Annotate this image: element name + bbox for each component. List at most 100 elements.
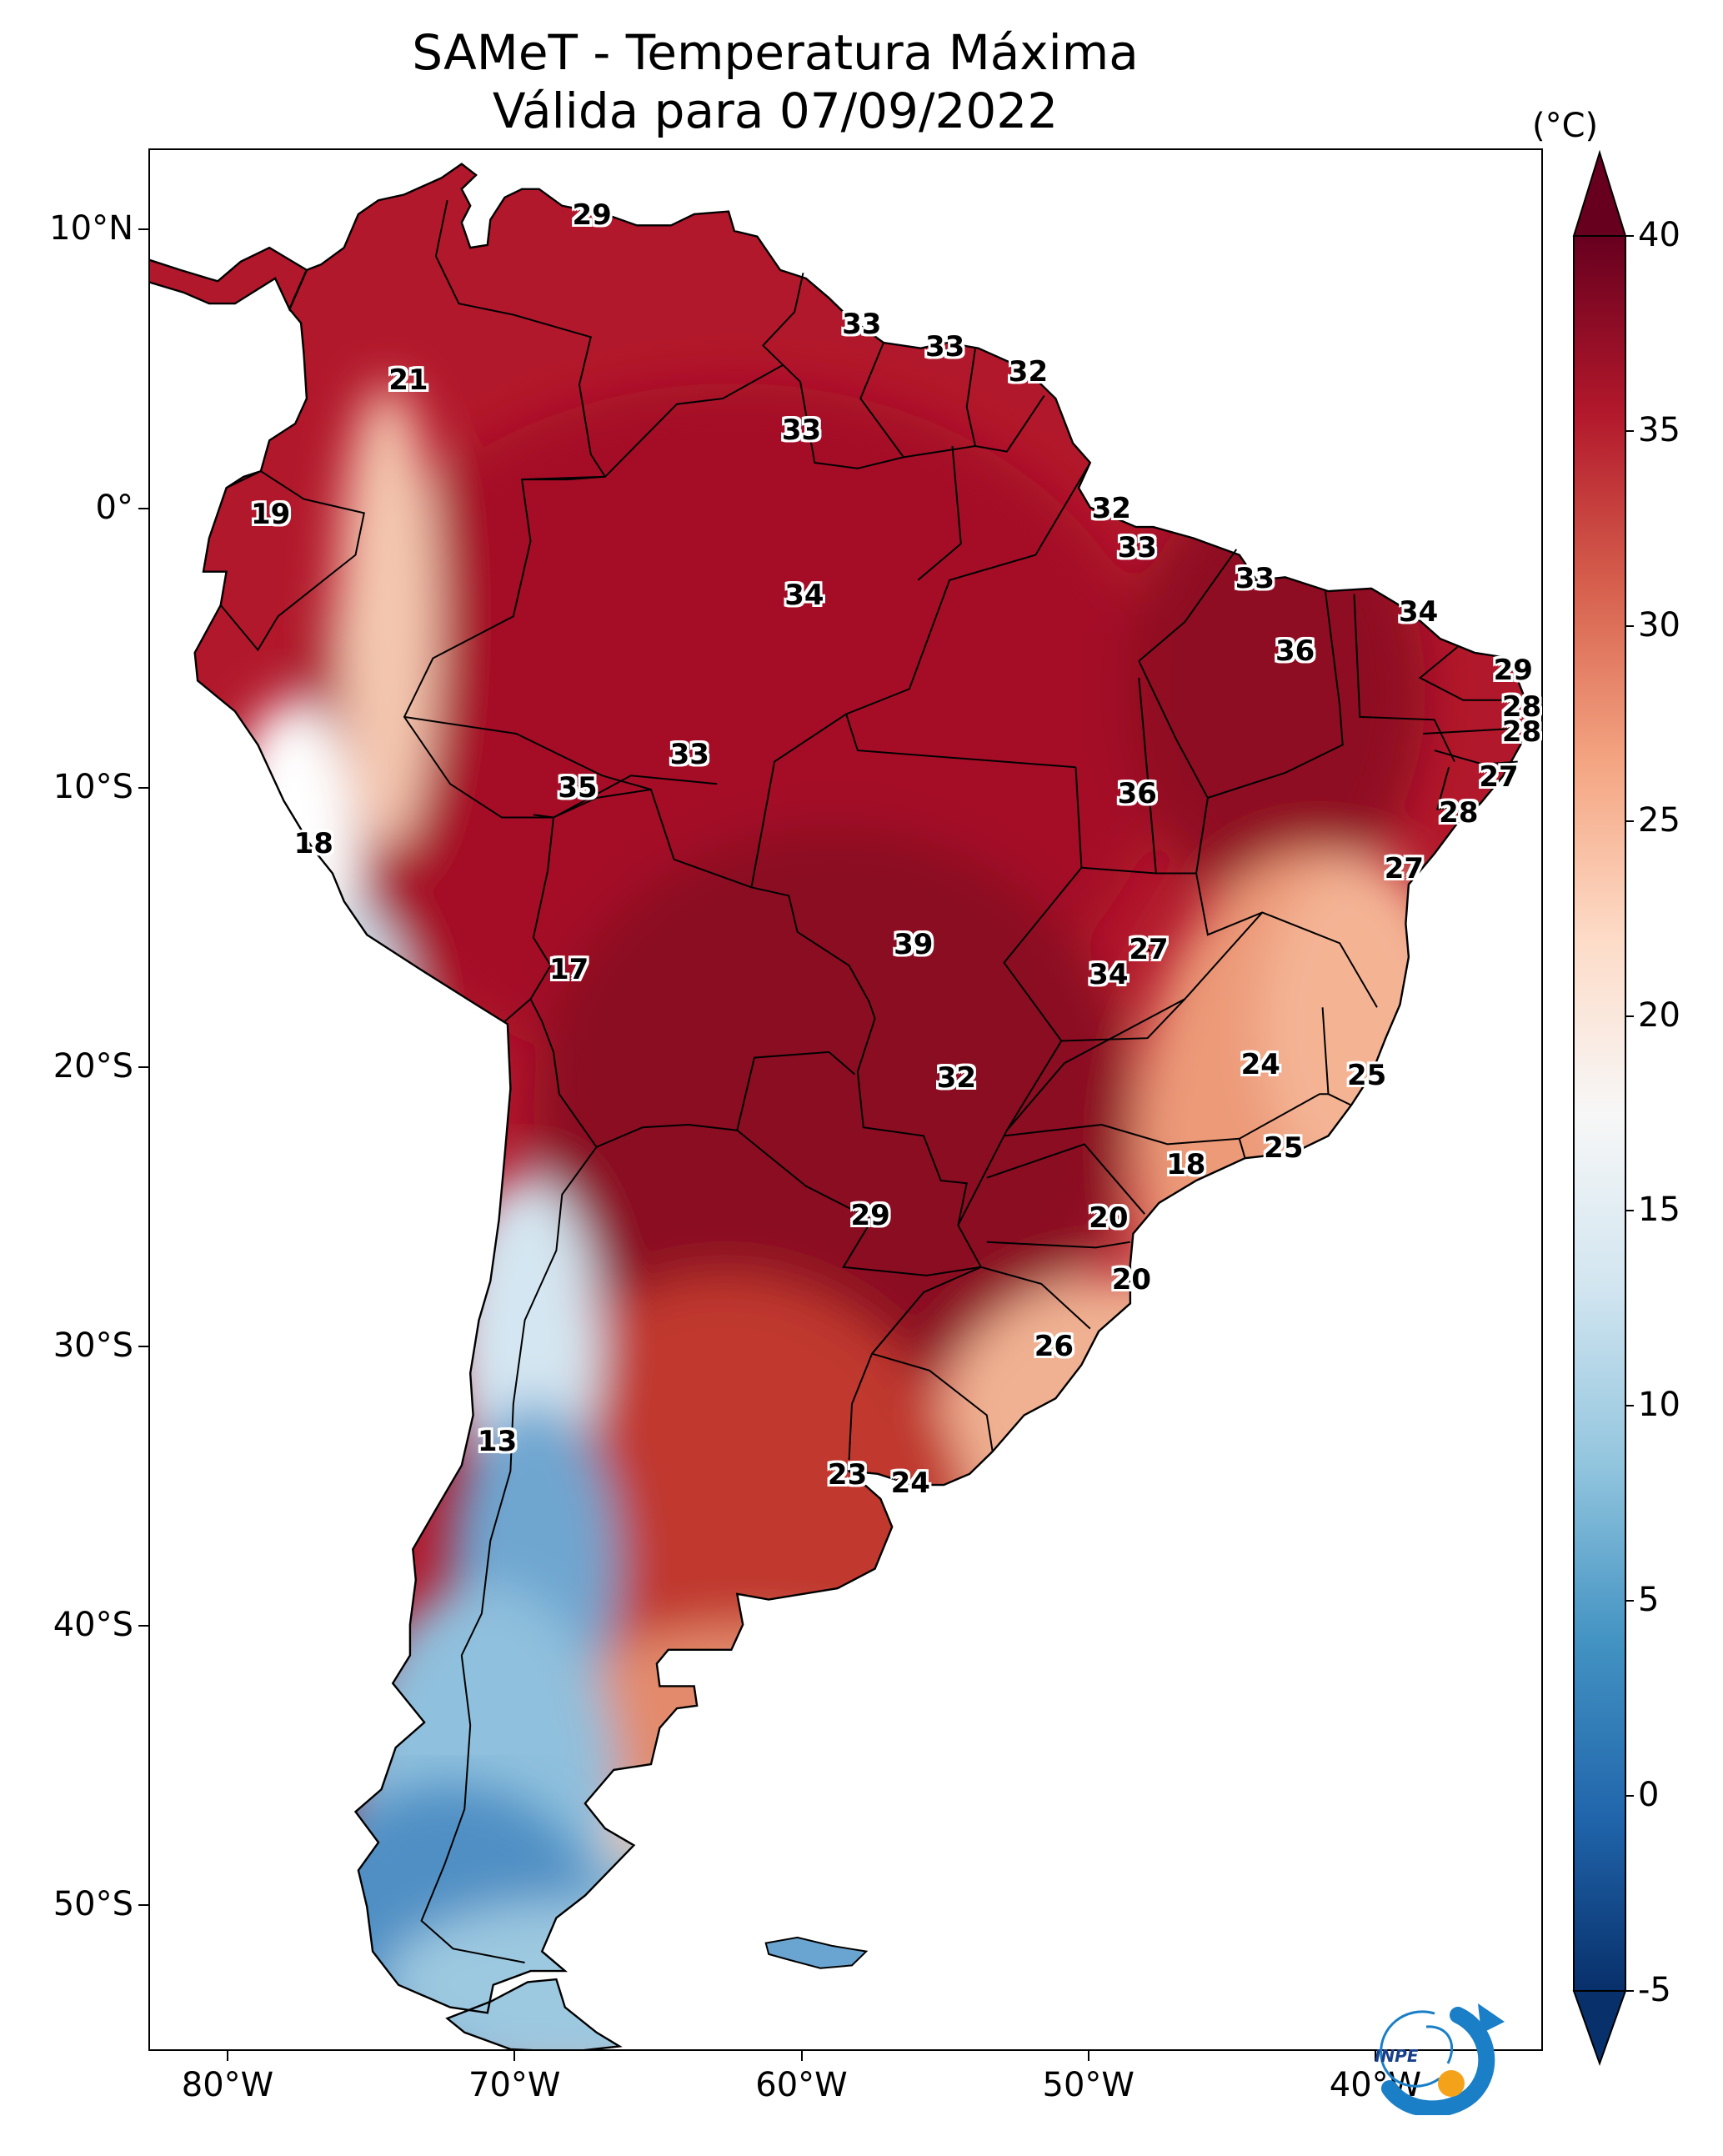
temperature-value-label: 39	[894, 927, 934, 961]
colorbar-tick-label: 25	[1638, 800, 1680, 840]
temperature-value-label: 19	[250, 497, 291, 531]
temperature-value-label: 24	[890, 1467, 930, 1501]
temperature-value-label: 33	[1235, 561, 1275, 595]
border-line-6	[420, 1146, 598, 1963]
temperature-value-label: 23	[827, 1458, 868, 1492]
colorbar-tick-label: 15	[1638, 1191, 1680, 1230]
border-line-3	[736, 1018, 983, 1276]
colorbar-tick-label: 40	[1638, 216, 1680, 254]
lat-tick-mark	[138, 1625, 148, 1627]
lon-tick-label: 60°W	[755, 2066, 848, 2104]
colorbar-tick-mark	[1625, 235, 1634, 237]
temperature-value-label: 13	[477, 1424, 518, 1458]
colorbar-tick-label: 35	[1638, 410, 1680, 449]
border-line-10	[522, 364, 1045, 481]
lat-tick-label: 10°S	[53, 768, 133, 806]
colorbar-tick-label: 0	[1638, 1776, 1660, 1815]
border-line-30	[1061, 998, 1186, 1042]
border-line-13	[965, 348, 976, 447]
lat-tick-label: 40°S	[53, 1606, 133, 1644]
temperature-value-label: 33	[669, 737, 709, 771]
border-line-22	[1207, 590, 1344, 799]
temperature-value-label: 34	[1089, 958, 1129, 992]
border-line-12	[859, 342, 904, 458]
border-line-27	[1434, 750, 1518, 765]
temperature-value-label: 36	[1275, 634, 1315, 668]
border-line-17	[845, 462, 1091, 715]
temperature-value-label: 33	[781, 414, 822, 448]
lat-tick-mark	[138, 228, 148, 230]
border-line-9	[219, 469, 365, 652]
colorbar-tick-mark	[1625, 1990, 1634, 1992]
border-line-4	[529, 817, 738, 1149]
temperature-value-label: 34	[784, 578, 824, 612]
border-line-20	[1081, 866, 1156, 875]
temperature-value-label: 34	[1398, 594, 1439, 629]
lat-tick-label: 50°S	[53, 1885, 133, 1923]
lon-tick-mark	[227, 2051, 228, 2061]
border-line-5	[503, 998, 532, 1022]
colorbar	[1572, 149, 1627, 2066]
colorbar-tick-label: 30	[1638, 605, 1680, 644]
lon-tick-label: 70°W	[468, 2066, 561, 2104]
inpe-logo: INPE	[1375, 2003, 1505, 2115]
lon-tick-mark	[1375, 2051, 1376, 2061]
map-panel	[148, 148, 1543, 2051]
temperature-value-label: 24	[1240, 1047, 1280, 1081]
colorbar-tick-label: -5	[1638, 1971, 1671, 2009]
colorbar-tick-mark	[1625, 1210, 1634, 1212]
colorbar-tick-label: 20	[1638, 995, 1680, 1035]
temperature-value-label: 21	[388, 363, 428, 397]
temperature-value-label: 32	[936, 1061, 977, 1096]
temperature-value-label: 33	[1117, 530, 1157, 564]
coastline-tierra-del-fuego	[445, 1978, 623, 2049]
colorbar-tick-mark	[1625, 820, 1634, 822]
temperature-value-label: 27	[1384, 852, 1425, 886]
temperature-value-label: 36	[1117, 776, 1157, 810]
border-line-34	[1004, 1123, 1240, 1146]
colorbar-tick-mark	[1625, 1600, 1634, 1602]
temperature-value-label: 28	[1501, 715, 1542, 749]
lat-tick-label: 30°S	[53, 1326, 133, 1365]
border-line-16	[917, 445, 962, 581]
temperature-value-label: 20	[1111, 1262, 1152, 1296]
temperature-value-label: 17	[548, 952, 589, 986]
lat-tick-mark	[138, 787, 148, 789]
border-line-35	[986, 1143, 1145, 1215]
colorbar-tick-mark	[1625, 429, 1634, 432]
border-line-19	[1138, 660, 1209, 875]
lat-tick-mark	[138, 508, 148, 509]
colorbar-tick-mark	[1625, 1015, 1634, 1017]
border-line-24	[1353, 594, 1455, 762]
temperature-value-label: 20	[1089, 1201, 1129, 1235]
temperature-value-label: 29	[572, 198, 612, 233]
temperature-value-label: 33	[924, 329, 965, 364]
border-line-11	[761, 273, 804, 366]
temperature-value-label: 29	[1493, 654, 1533, 688]
colorbar-tick-mark	[1625, 624, 1634, 627]
temperature-value-label: 25	[1347, 1059, 1387, 1093]
temperature-value-label: 27	[1129, 933, 1169, 967]
map-title: SAMeT - Temperatura Máxima Válida para 0…	[150, 23, 1400, 140]
lat-tick-label: 20°S	[53, 1047, 133, 1086]
colorbar-tick-label: 5	[1638, 1581, 1660, 1620]
lat-tick-mark	[138, 1904, 148, 1906]
temperature-value-label: 25	[1264, 1131, 1304, 1166]
border-line-7	[848, 1352, 994, 1461]
temperature-value-label: 26	[1034, 1330, 1074, 1363]
border-line-29	[1006, 911, 1264, 1131]
border-line-33	[1238, 1093, 1329, 1159]
lon-tick-label: 50°W	[1042, 2066, 1134, 2104]
temperature-value-label: 33	[842, 307, 882, 341]
temperature-value-label: 35	[558, 771, 598, 805]
lon-tick-mark	[513, 2051, 516, 2061]
temperature-value-label: 29	[850, 1198, 890, 1232]
temperature-value-label: 28	[1439, 796, 1479, 830]
lat-tick-mark	[138, 1066, 148, 1068]
coastline-central-america	[150, 246, 308, 312]
title-line-1: SAMeT - Temperatura Máxima	[412, 24, 1139, 81]
temperature-value-label: 32	[1091, 492, 1131, 525]
lat-tick-label: 10°N	[49, 209, 133, 248]
border-line-37	[980, 1266, 1091, 1330]
falkland-islands	[764, 1936, 869, 1969]
